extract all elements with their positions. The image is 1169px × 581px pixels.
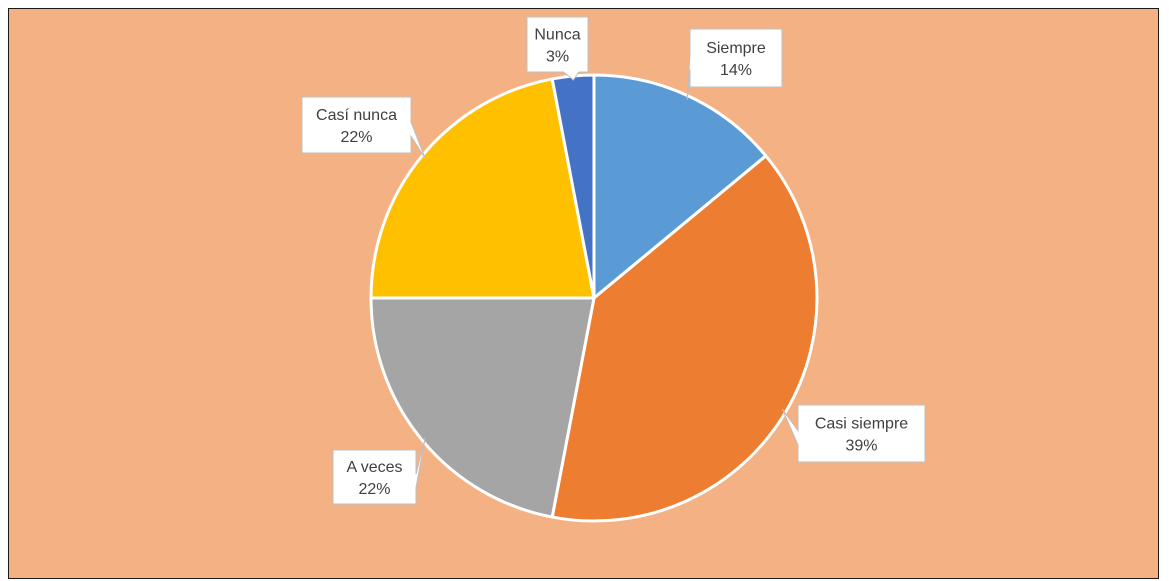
data-label-category: Casi siempre xyxy=(815,416,908,433)
data-label-percent: 22% xyxy=(340,129,372,146)
callout-box xyxy=(686,28,783,100)
callout-box xyxy=(526,16,589,81)
data-label-percent: 3% xyxy=(546,49,569,66)
data-label-category: Nunca xyxy=(534,27,580,44)
data-label-category: A veces xyxy=(346,459,402,476)
data-label-callout: Nunca 3% xyxy=(526,16,589,81)
pie-slice-siempre xyxy=(592,73,768,300)
callout-box xyxy=(782,404,926,463)
data-label-callout: Casi siempre 39% xyxy=(782,404,926,463)
data-label-category: Siempre xyxy=(706,40,766,57)
data-label-category: Casí nunca xyxy=(316,107,397,124)
data-label-callout: Casí nunca 22% xyxy=(301,96,426,159)
callout-box xyxy=(301,96,426,159)
callout-box xyxy=(332,437,426,505)
data-label-callout: Siempre 14% xyxy=(686,28,783,100)
pie-slices xyxy=(369,73,819,523)
pie-slice-cas-nunca xyxy=(369,77,596,300)
data-label-callout: A veces 22% xyxy=(332,437,426,505)
pie-slice-a-veces xyxy=(369,296,596,519)
data-label-percent: 39% xyxy=(845,438,877,455)
data-label-percent: 14% xyxy=(720,62,752,79)
data-label-percent: 22% xyxy=(358,481,390,498)
pie-slice-casi-siempre xyxy=(550,154,819,523)
